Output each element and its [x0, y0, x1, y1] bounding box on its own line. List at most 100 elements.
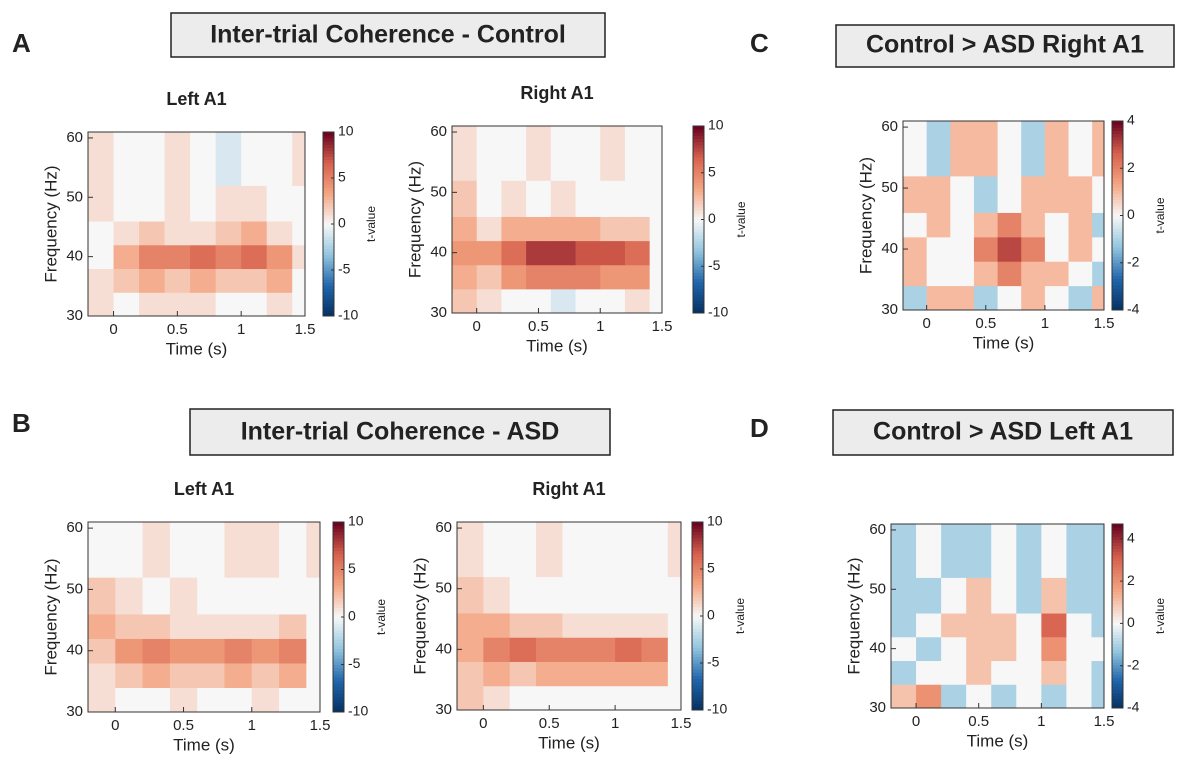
colorbar-swatch	[333, 636, 344, 640]
colorbar-swatch	[1112, 221, 1123, 226]
heatmap-cell	[575, 216, 601, 242]
colorbar-swatch	[1112, 609, 1123, 614]
heatmap-cell	[215, 292, 242, 317]
x-tick-label: 0	[912, 713, 920, 730]
heatmap-cell	[1068, 212, 1093, 238]
colorbar-swatch	[1112, 253, 1123, 257]
x-axis-label: Time (s)	[526, 336, 588, 355]
x-tick-label: 1.5	[652, 318, 673, 335]
heatmap-cell	[641, 685, 669, 711]
heatmap-cell	[641, 522, 669, 578]
heatmap-cell	[615, 685, 642, 711]
y-tick-label: 60	[430, 123, 447, 140]
heatmap-cell	[624, 240, 651, 266]
colorbar-tick-label: 10	[708, 117, 724, 133]
heatmap-cell	[190, 221, 217, 246]
heatmap-cell	[991, 613, 1017, 638]
heatmap-cell	[966, 524, 992, 578]
heatmap-cell	[600, 240, 626, 266]
colorbar-swatch	[323, 285, 334, 289]
colorbar-swatch	[1112, 139, 1123, 144]
colorbar-swatch	[692, 597, 703, 601]
heatmap-cell	[190, 268, 217, 293]
colorbar-tick-label: -2	[1127, 253, 1140, 269]
heatmap-cell	[139, 132, 166, 186]
heatmap-cell	[1016, 660, 1042, 685]
colorbar-swatch	[693, 291, 704, 295]
colorbar-swatch	[1112, 570, 1123, 574]
heatmap-cell	[588, 576, 616, 614]
colorbar-tick-label: 5	[348, 560, 356, 576]
heatmap-cell	[197, 638, 225, 664]
colorbar-swatch	[323, 174, 334, 179]
heatmap-cell	[1044, 121, 1070, 177]
colorbar-swatch	[1112, 637, 1123, 642]
colorbar-swatch	[1112, 542, 1123, 546]
chart-title: Left A1	[166, 89, 226, 109]
heatmap-cell	[241, 132, 268, 186]
heatmap-cell	[251, 522, 280, 578]
colorbar-swatch	[1112, 625, 1123, 629]
heatmap-cell	[1016, 524, 1042, 578]
heatmap-cell	[279, 687, 307, 713]
heatmap-cell	[476, 264, 502, 290]
colorbar-swatch	[693, 284, 704, 289]
colorbar-swatch	[1112, 698, 1123, 703]
heatmap-cell	[1016, 636, 1042, 662]
colorbar-swatch	[323, 251, 334, 256]
heatmap-cell	[266, 185, 293, 222]
colorbar-swatch	[333, 648, 344, 653]
colorbar-swatch	[333, 617, 344, 621]
heatmap-cell	[973, 236, 999, 262]
colorbar-swatch	[1112, 228, 1123, 232]
heatmap-cell	[1066, 684, 1092, 709]
heatmap-cell	[615, 522, 642, 578]
heatmap-cell	[476, 288, 502, 314]
chart-title: Left A1	[174, 479, 234, 499]
colorbar-swatch	[333, 629, 344, 634]
colorbar-swatch	[692, 600, 703, 604]
colorbar-swatch	[1112, 588, 1123, 592]
colorbar-swatch	[323, 165, 334, 170]
colorbar-swatch	[323, 190, 334, 194]
colorbar-swatch	[333, 588, 344, 593]
colorbar-swatch	[1112, 262, 1123, 267]
heatmap-cell	[1068, 285, 1093, 311]
heatmap-cell	[526, 240, 552, 266]
y-tick-label: 60	[66, 519, 83, 536]
axes-frame	[451, 125, 663, 314]
colorbar-swatch	[333, 632, 344, 637]
heatmap-cell	[649, 288, 663, 314]
x-tick-label: 1.5	[1094, 315, 1115, 332]
colorbar-swatch	[692, 619, 703, 623]
colorbar-tick-label: -10	[708, 304, 728, 320]
heatmap-cell	[452, 126, 478, 181]
colorbar-swatch	[333, 667, 344, 672]
heatmap-cell	[197, 522, 225, 578]
heatmap-cell	[164, 221, 191, 246]
colorbar-swatch	[693, 225, 704, 230]
colorbar-swatch	[692, 647, 703, 651]
colorbar-swatch	[693, 269, 704, 273]
heatmap-cell	[197, 687, 225, 713]
colorbar-swatch	[333, 686, 344, 691]
colorbar-swatch	[692, 537, 703, 542]
x-tick-label: 0.5	[975, 315, 996, 332]
heatmap-cell	[1041, 577, 1067, 614]
colorbar-swatch	[692, 572, 703, 576]
colorbar-swatch	[323, 276, 334, 280]
heatmap-cell	[215, 185, 242, 222]
colorbar-swatch	[1112, 287, 1123, 292]
colorbar-swatch	[333, 553, 344, 558]
colorbar-tick-label: -10	[338, 307, 358, 323]
x-tick-label: 0.5	[968, 713, 989, 730]
colorbar-swatch	[1112, 560, 1123, 565]
colorbar-swatch	[1112, 612, 1123, 617]
heatmap-cell	[950, 212, 975, 238]
colorbar-swatch	[1112, 539, 1123, 543]
colorbar-swatch	[693, 219, 704, 224]
x-tick-label: 0	[109, 321, 117, 338]
panel-letter: A	[12, 28, 31, 58]
colorbar-swatch	[1112, 168, 1123, 172]
heatmap-cell	[916, 524, 942, 578]
